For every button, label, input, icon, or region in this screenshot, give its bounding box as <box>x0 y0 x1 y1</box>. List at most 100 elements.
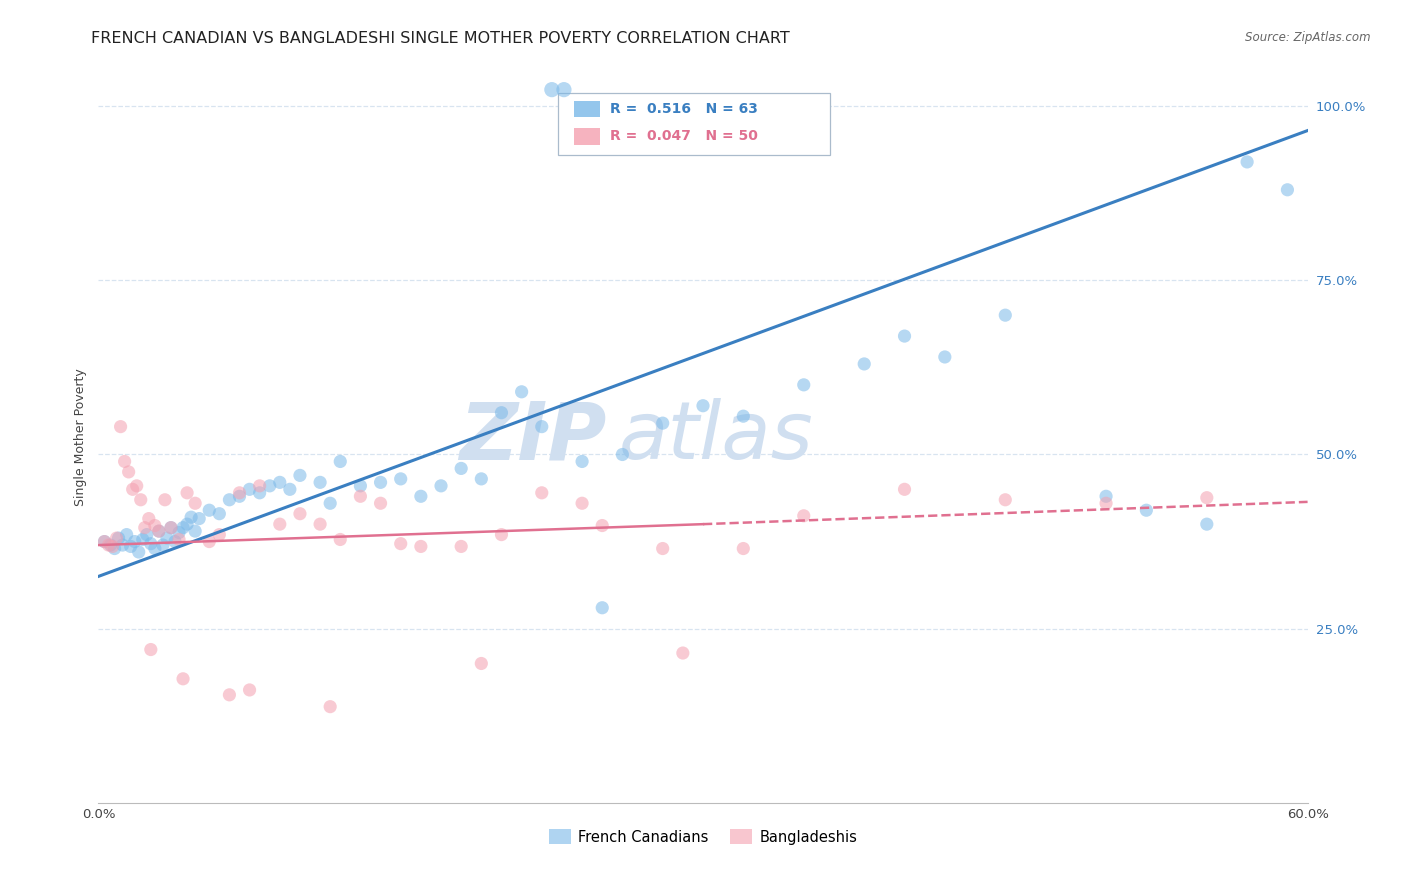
Point <box>491 527 513 541</box>
Point <box>180 510 202 524</box>
Point <box>1277 183 1299 197</box>
Point <box>107 531 129 545</box>
Point <box>152 538 174 552</box>
Point <box>160 521 183 535</box>
Point <box>115 527 138 541</box>
Point <box>218 492 240 507</box>
FancyBboxPatch shape <box>558 94 830 155</box>
Point <box>129 492 152 507</box>
Point <box>120 540 142 554</box>
Point <box>239 483 262 497</box>
Point <box>319 496 342 510</box>
Point <box>450 461 472 475</box>
Point <box>853 357 876 371</box>
Point <box>288 507 311 521</box>
Point <box>994 492 1017 507</box>
Text: R =  0.516   N = 63: R = 0.516 N = 63 <box>610 103 758 116</box>
Point <box>208 527 231 541</box>
Point <box>470 472 492 486</box>
Bar <box>574 102 600 118</box>
Point <box>103 541 125 556</box>
Point <box>105 531 128 545</box>
Point <box>156 531 179 545</box>
Point <box>134 521 156 535</box>
Point <box>1236 155 1258 169</box>
Point <box>249 479 271 493</box>
Point <box>288 468 311 483</box>
Point <box>198 503 221 517</box>
Point <box>319 699 342 714</box>
Point <box>172 521 194 535</box>
Point <box>1095 489 1118 503</box>
Point <box>118 465 141 479</box>
Text: atlas: atlas <box>619 398 813 476</box>
Point <box>893 329 915 343</box>
Point <box>1095 496 1118 510</box>
Point <box>309 475 332 490</box>
Point <box>540 83 562 97</box>
Point <box>110 419 132 434</box>
Point <box>450 540 472 554</box>
Point <box>389 472 412 486</box>
Point <box>121 483 143 497</box>
Point <box>163 534 186 549</box>
Point <box>97 538 120 552</box>
Point <box>228 489 250 503</box>
Point <box>934 350 956 364</box>
Point <box>176 485 198 500</box>
Point <box>530 485 553 500</box>
Point <box>143 518 166 533</box>
Point <box>349 479 371 493</box>
Point <box>132 533 155 547</box>
Point <box>349 489 371 503</box>
Point <box>530 419 553 434</box>
Point <box>160 521 183 535</box>
Point <box>100 538 122 552</box>
Point <box>259 479 281 493</box>
Point <box>125 479 148 493</box>
Point <box>893 483 915 497</box>
Point <box>218 688 240 702</box>
Text: Source: ZipAtlas.com: Source: ZipAtlas.com <box>1246 31 1371 45</box>
Point <box>128 545 150 559</box>
Point <box>409 489 432 503</box>
Point <box>591 518 613 533</box>
Point <box>239 682 262 697</box>
Point <box>793 508 815 523</box>
Legend: French Canadians, Bangladeshis: French Canadians, Bangladeshis <box>543 823 863 850</box>
Point <box>184 496 207 510</box>
Point <box>172 672 194 686</box>
Point <box>135 527 157 541</box>
Point <box>329 533 352 547</box>
Text: FRENCH CANADIAN VS BANGLADESHI SINGLE MOTHER POVERTY CORRELATION CHART: FRENCH CANADIAN VS BANGLADESHI SINGLE MO… <box>91 31 790 46</box>
Point <box>651 541 673 556</box>
Point <box>93 534 115 549</box>
Point <box>278 483 301 497</box>
Point <box>269 475 291 490</box>
Point <box>370 496 392 510</box>
Point <box>409 540 432 554</box>
Point <box>153 492 176 507</box>
Point <box>198 534 221 549</box>
Point <box>389 536 412 550</box>
Point <box>269 517 291 532</box>
Point <box>430 479 453 493</box>
Point <box>1135 503 1157 517</box>
Point <box>651 416 673 430</box>
Point <box>208 507 231 521</box>
Point <box>1195 517 1218 532</box>
Point <box>329 454 352 468</box>
Point <box>571 496 593 510</box>
Point <box>733 541 755 556</box>
Point <box>553 83 575 97</box>
Point <box>114 454 136 468</box>
Point <box>571 454 593 468</box>
Point <box>148 524 170 538</box>
Point <box>138 511 160 525</box>
Point <box>249 485 271 500</box>
Point <box>591 600 613 615</box>
Point <box>994 308 1017 322</box>
Point <box>228 485 250 500</box>
Point <box>184 524 207 538</box>
Point <box>143 541 166 556</box>
